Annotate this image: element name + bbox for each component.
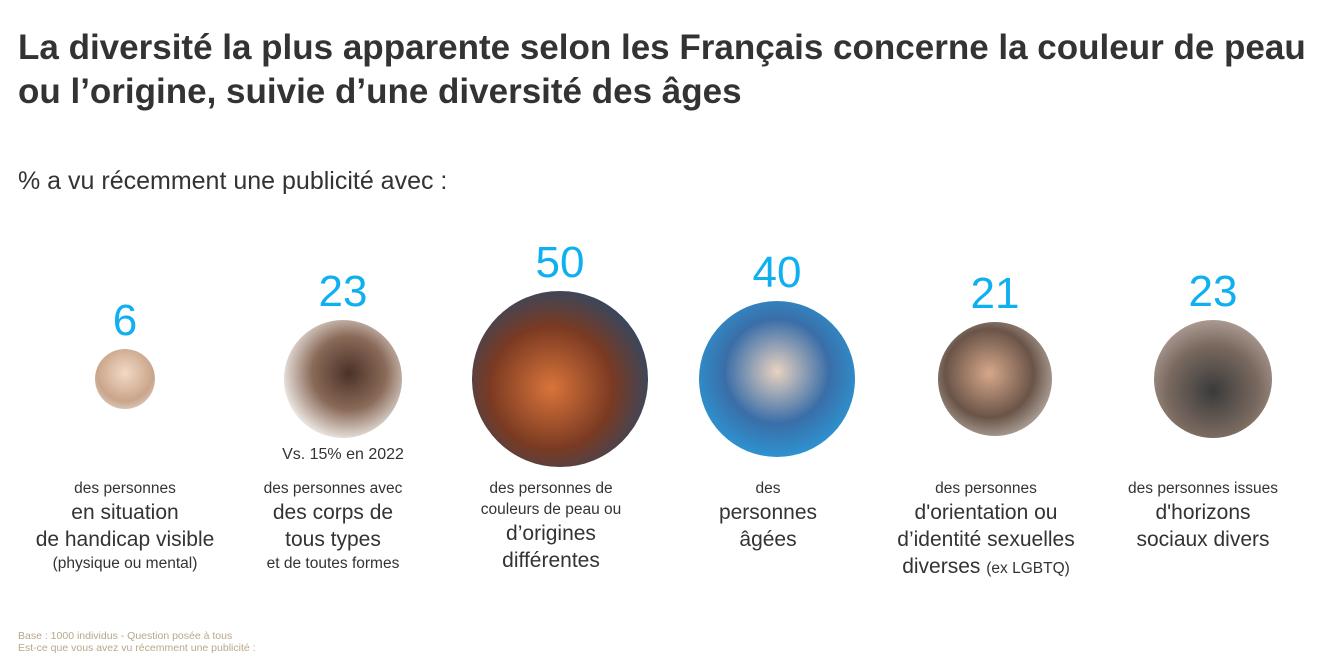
label-line-main: diverses [902, 555, 981, 578]
label-origines: des personnes de couleurs de peau ou d’o… [436, 478, 666, 574]
value-label: 40 [752, 247, 802, 297]
label-line: d’origines [506, 522, 596, 545]
label-line: d'orientation ou [914, 501, 1058, 524]
label-sociaux: des personnes issues d'horizons sociaux … [1088, 478, 1318, 553]
label-line: des personnes de [489, 480, 613, 497]
label-line: sociaux divers [1136, 528, 1270, 551]
value-label: 21 [970, 269, 1020, 319]
label-line: des corps de [272, 501, 394, 524]
value-label: 23 [1188, 266, 1238, 316]
label-line: des personnes avec [263, 480, 403, 497]
value-label: 23 [318, 266, 368, 316]
label-line: couleurs de peau ou [480, 501, 622, 518]
label-line: des personnes [935, 480, 1037, 497]
label-line: tous types [285, 528, 381, 551]
label-lgbtq: des personnes d'orientation ou d’identit… [871, 478, 1101, 582]
label-line: et de toutes formes [266, 555, 400, 572]
bubble-photo [94, 348, 156, 410]
label-line: personnes [718, 501, 818, 524]
annotation-vs-2022: Vs. 15% en 2022 [282, 446, 404, 463]
label-line-aside: (ex LGBTQ) [986, 560, 1070, 577]
label-handicap: des personnes en situation de handicap v… [10, 478, 240, 574]
label-corps: des personnes avec des corps de tous typ… [218, 478, 448, 574]
bubble-photo [283, 319, 403, 439]
chart-subtitle: % a vu récemment une publicité avec : [18, 167, 448, 195]
label-line: de handicap visible [35, 528, 215, 551]
label-line: d’identité sexuelles [897, 528, 1075, 551]
bubble-photo [698, 300, 856, 458]
label-line: d'horizons [1155, 501, 1251, 524]
page-title: La diversité la plus apparente selon les… [18, 28, 1306, 111]
footnote-base: Base : 1000 individus - Question posée à… [18, 630, 233, 642]
footnote: Base : 1000 individus - Question posée à… [18, 630, 256, 654]
bubble-photo [472, 291, 648, 467]
label-line: âgées [739, 528, 797, 551]
label-line: différentes [502, 549, 600, 572]
bubble-photo [938, 322, 1052, 436]
label-line: (physique ou mental) [52, 555, 198, 572]
value-label: 6 [112, 295, 138, 345]
footnote-question: Est-ce que vous avez vu récemment une pu… [18, 642, 256, 654]
label-line: des personnes [74, 480, 176, 497]
label-ages: des personnes âgées [653, 478, 883, 553]
label-line: en situation [71, 501, 179, 524]
label-line: des personnes issues [1128, 480, 1278, 497]
label-line: des [755, 480, 781, 497]
label-line: diverses (ex LGBTQ) [871, 553, 1101, 582]
bubble-photo [1153, 319, 1273, 439]
value-label: 50 [535, 238, 585, 288]
